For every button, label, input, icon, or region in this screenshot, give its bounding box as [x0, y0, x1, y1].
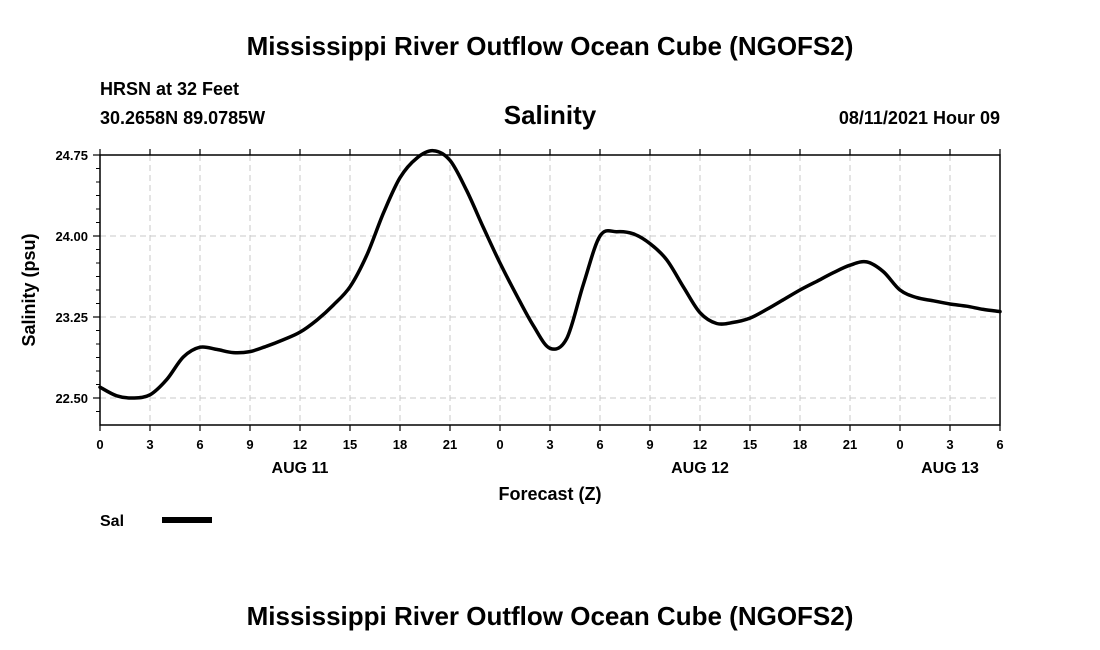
y-tick-labels: 22.50 23.25 24.00 24.75 [55, 148, 88, 406]
y-tick-label: 22.50 [55, 391, 88, 406]
grid-lines [100, 154, 1000, 425]
footer-title: Mississippi River Outflow Ocean Cube (NG… [247, 601, 854, 631]
x-tick-label: 6 [996, 437, 1003, 452]
x-tick-label: 3 [546, 437, 553, 452]
x-tick-label: 21 [843, 437, 857, 452]
y-tick-label: 24.00 [55, 229, 88, 244]
x-tick-label: 3 [946, 437, 953, 452]
forecast-timestamp: 08/11/2021 Hour 09 [839, 108, 1000, 128]
station-label: HRSN at 32 Feet [100, 79, 239, 99]
x-tick-label: 6 [596, 437, 603, 452]
y-tick-label: 24.75 [55, 148, 88, 163]
date-label: AUG 11 [272, 460, 329, 477]
x-axis-title: Forecast (Z) [498, 484, 601, 504]
x-tick-label: 12 [693, 437, 707, 452]
date-label: AUG 13 [921, 460, 979, 477]
x-tick-label: 15 [343, 437, 357, 452]
x-tick-label: 9 [646, 437, 653, 452]
series-line-sal [98, 148, 1002, 400]
date-labels: AUG 11 AUG 12 AUG 13 [272, 460, 979, 477]
x-tick-label: 3 [146, 437, 153, 452]
chart-title: Mississippi River Outflow Ocean Cube (NG… [247, 31, 854, 61]
x-tick-label: 18 [393, 437, 407, 452]
x-tick-label: 6 [196, 437, 203, 452]
x-tick-label: 18 [793, 437, 807, 452]
x-tick-label: 21 [443, 437, 457, 452]
station-coords: 30.2658N 89.0785W [100, 108, 265, 128]
x-tick-label: 15 [743, 437, 757, 452]
x-tick-labels: 0 3 6 9 12 15 18 21 0 3 6 9 12 15 18 21 0 3 6 [96, 437, 1003, 452]
plot-frame [99, 154, 1001, 426]
y-tick-label: 23.25 [55, 310, 88, 325]
x-tick-label: 0 [896, 437, 903, 452]
x-tick-label: 12 [293, 437, 307, 452]
x-tick-label: 9 [246, 437, 253, 452]
series-layer [98, 148, 1002, 400]
legend-label-sal: Sal [100, 513, 124, 530]
x-tick-label: 0 [496, 437, 503, 452]
minor-ticks [93, 149, 1001, 431]
parameter-title: Salinity [504, 100, 597, 130]
x-tick-label: 0 [96, 437, 103, 452]
y-axis-title: Salinity (psu) [19, 233, 39, 346]
date-label: AUG 12 [671, 460, 729, 477]
